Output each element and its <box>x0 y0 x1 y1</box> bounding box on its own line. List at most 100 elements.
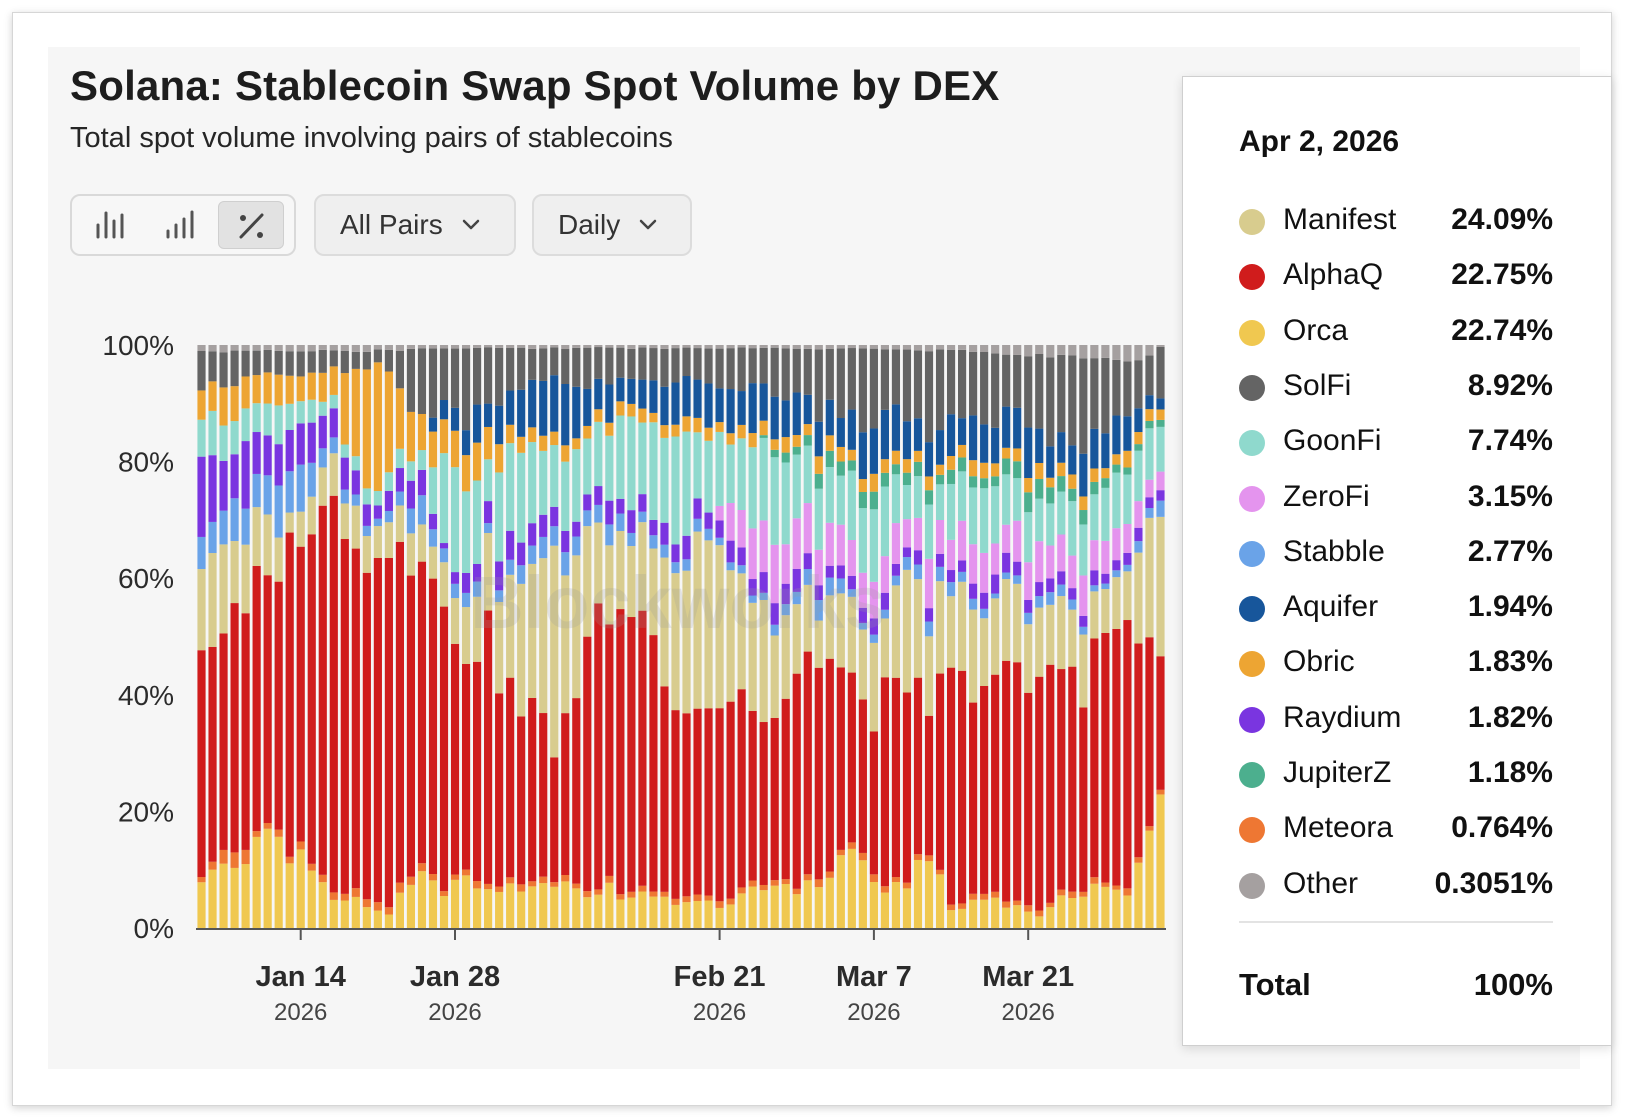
bar-segment-goonfi[interactable] <box>219 425 228 461</box>
bar-segment-goonfi[interactable] <box>825 467 834 523</box>
bar-segment-orca[interactable] <box>384 914 393 929</box>
bar-segment-meteora[interactable] <box>208 861 217 870</box>
bar-segment-other[interactable] <box>561 345 570 350</box>
bar-segment-goonfi[interactable] <box>1024 512 1033 563</box>
bar-segment-obric[interactable] <box>759 420 768 436</box>
bar-segment-alphaq[interactable] <box>748 710 757 881</box>
bar-segment-jupiterz[interactable] <box>1156 419 1165 427</box>
bar-segment-manifest[interactable] <box>406 533 416 576</box>
bar-segment-solfi[interactable] <box>561 349 570 384</box>
bar-segment-stabble[interactable] <box>814 600 823 621</box>
bar-segment-obric[interactable] <box>1112 454 1121 465</box>
bar-segment-other[interactable] <box>1046 345 1055 358</box>
bar-segment-orca[interactable] <box>329 899 338 928</box>
bar-segment-stabble[interactable] <box>825 577 834 596</box>
bar-segment-aquifer[interactable] <box>836 418 845 447</box>
bar-segment-meteora[interactable] <box>450 874 460 880</box>
bar-segment-solfi[interactable] <box>902 349 912 422</box>
bar-segment-raydium[interactable] <box>583 494 592 511</box>
bar-segment-zerofi[interactable] <box>891 523 901 564</box>
bar-segment-obric[interactable] <box>461 455 471 492</box>
bar-segment-other[interactable] <box>803 345 812 349</box>
bar-segment-stabble[interactable] <box>539 536 548 559</box>
bar-segment-meteora[interactable] <box>318 874 327 883</box>
bar-segment-alphaq[interactable] <box>572 698 581 884</box>
bar-segment-solfi[interactable] <box>230 350 239 387</box>
bar-segment-orca[interactable] <box>704 900 713 928</box>
bar-segment-goonfi[interactable] <box>406 461 416 481</box>
bar-segment-solfi[interactable] <box>649 348 658 381</box>
bar-segment-solfi[interactable] <box>935 349 945 431</box>
bar-segment-zerofi[interactable] <box>1013 520 1022 562</box>
bar-segment-obric[interactable] <box>660 425 669 438</box>
bar-segment-stabble[interactable] <box>461 592 471 608</box>
bar-segment-aquifer[interactable] <box>869 428 878 474</box>
bar-segment-meteora[interactable] <box>274 829 283 837</box>
bar-segment-orca[interactable] <box>450 879 460 928</box>
bar-segment-obric[interactable] <box>219 387 228 426</box>
bar-segment-orca[interactable] <box>1035 916 1044 928</box>
bar-segment-orca[interactable] <box>726 904 735 928</box>
bar-segment-meteora[interactable] <box>638 885 647 892</box>
bar-segment-stabble[interactable] <box>351 494 360 506</box>
bar-segment-aquifer[interactable] <box>450 407 460 431</box>
bar-segment-manifest[interactable] <box>858 629 867 700</box>
bar-segment-stabble[interactable] <box>935 566 945 582</box>
bar-segment-obric[interactable] <box>406 411 416 462</box>
bar-segment-other[interactable] <box>638 345 647 348</box>
bar-segment-stabble[interactable] <box>748 595 757 603</box>
bar-segment-goonfi[interactable] <box>1068 501 1077 556</box>
bar-segment-solfi[interactable] <box>638 347 647 380</box>
bar-segment-alphaq[interactable] <box>450 643 460 875</box>
bar-segment-alphaq[interactable] <box>362 572 371 900</box>
bar-segment-obric[interactable] <box>1090 468 1099 482</box>
bar-segment-stabble[interactable] <box>781 604 790 616</box>
bar-segment-aquifer[interactable] <box>1024 427 1033 479</box>
bar-segment-zerofi[interactable] <box>1145 479 1154 498</box>
bar-segment-goonfi[interactable] <box>605 435 614 501</box>
bar-segment-raydium[interactable] <box>274 444 283 486</box>
bar-segment-goonfi[interactable] <box>726 444 735 504</box>
bar-segment-obric[interactable] <box>307 372 316 400</box>
bar-segment-goonfi[interactable] <box>495 472 504 562</box>
bar-segment-solfi[interactable] <box>825 348 834 400</box>
bar-segment-manifest[interactable] <box>296 511 305 547</box>
bar-segment-other[interactable] <box>715 345 724 349</box>
bar-segment-alphaq[interactable] <box>1046 664 1055 903</box>
bar-segment-meteora[interactable] <box>1046 902 1055 908</box>
bar-segment-solfi[interactable] <box>417 348 427 414</box>
bar-segment-jupiterz[interactable] <box>958 457 967 472</box>
bar-segment-meteora[interactable] <box>924 855 934 862</box>
bar-segment-solfi[interactable] <box>473 347 482 405</box>
bar-segment-other[interactable] <box>726 345 735 349</box>
bar-segment-stabble[interactable] <box>450 583 460 599</box>
bar-segment-manifest[interactable] <box>969 609 978 703</box>
bar-segment-solfi[interactable] <box>252 350 261 376</box>
bar-segment-zerofi[interactable] <box>880 556 889 593</box>
bar-segment-aquifer[interactable] <box>1079 453 1088 497</box>
bar-segment-stabble[interactable] <box>1134 541 1143 553</box>
bar-segment-meteora[interactable] <box>1112 885 1121 890</box>
bar-segment-meteora[interactable] <box>296 841 305 850</box>
bar-segment-orca[interactable] <box>197 882 206 928</box>
bar-segment-obric[interactable] <box>263 372 272 404</box>
bar-segment-zerofi[interactable] <box>1101 540 1110 574</box>
bar-segment-raydium[interactable] <box>638 494 647 512</box>
bar-segment-obric[interactable] <box>528 427 537 443</box>
bar-segment-other[interactable] <box>991 345 1000 354</box>
bar-segment-solfi[interactable] <box>616 347 625 378</box>
bar-segment-manifest[interactable] <box>693 531 702 709</box>
bar-segment-raydium[interactable] <box>726 540 735 563</box>
bar-segment-other[interactable] <box>759 345 768 348</box>
bar-segment-raydium[interactable] <box>395 468 404 492</box>
bar-segment-orca[interactable] <box>649 896 658 928</box>
bar-segment-raydium[interactable] <box>1035 582 1044 597</box>
bar-segment-other[interactable] <box>737 345 746 348</box>
bar-segment-orca[interactable] <box>263 828 272 928</box>
bar-segment-aquifer[interactable] <box>1101 433 1110 469</box>
bar-segment-stabble[interactable] <box>572 536 581 556</box>
bar-segment-alphaq[interactable] <box>935 673 945 870</box>
bar-segment-other[interactable] <box>495 345 504 348</box>
bar-segment-obric[interactable] <box>495 444 504 473</box>
bar-segment-obric[interactable] <box>825 435 834 451</box>
